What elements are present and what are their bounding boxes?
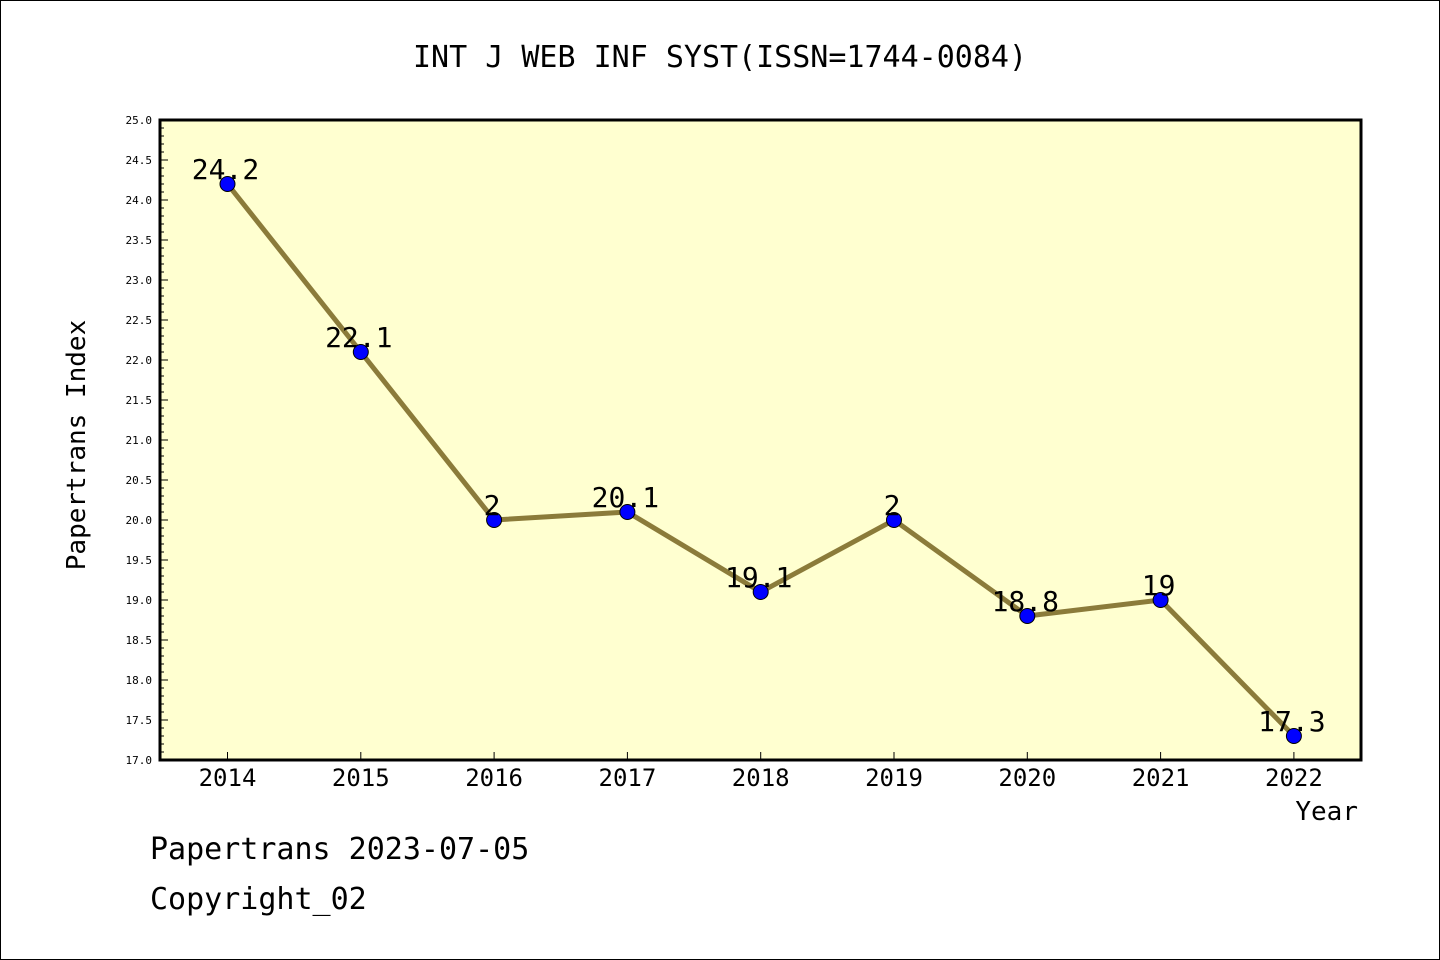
y-tick-label: 23.5 — [126, 234, 153, 247]
data-label: 2 — [884, 489, 901, 522]
data-point — [219, 176, 236, 192]
y-tick-label: 19.0 — [126, 594, 153, 607]
x-tick-label: 2018 — [732, 764, 790, 792]
data-point — [752, 584, 769, 600]
x-axis-label: Year — [1295, 797, 1358, 827]
x-tick-label: 2014 — [199, 764, 257, 792]
data-label: 20.1 — [592, 481, 659, 514]
footer-copyright: Copyright_02 — [150, 882, 367, 917]
y-tick-label: 25.0 — [126, 114, 153, 127]
data-label: 22.1 — [325, 321, 392, 354]
footer-date: Papertrans 2023-07-05 — [150, 832, 530, 867]
data-label: 24.2 — [192, 153, 259, 186]
y-tick-label: 20.5 — [126, 474, 153, 487]
x-tick-label: 2021 — [1132, 764, 1190, 792]
data-label: 18.8 — [992, 585, 1059, 618]
data-label: 2 — [484, 489, 501, 522]
y-tick-label: 19.5 — [126, 554, 153, 567]
y-tick-label: 22.0 — [126, 354, 153, 367]
data-point — [619, 504, 636, 520]
y-tick-label: 18.5 — [126, 634, 153, 647]
y-tick-label: 17.5 — [126, 714, 153, 727]
y-axis-label: Papertrans Index — [62, 320, 92, 570]
plot-border — [158, 118, 1363, 762]
y-tick-label: 17.0 — [126, 754, 153, 767]
plot-area — [160, 120, 1361, 760]
y-tick-label: 24.5 — [126, 154, 153, 167]
data-label: 19 — [1142, 569, 1176, 602]
x-tick-label: 2019 — [865, 764, 923, 792]
x-tick-label: 2016 — [465, 764, 523, 792]
x-tick-label: 2015 — [332, 764, 390, 792]
y-tick-label: 18.0 — [126, 674, 153, 687]
x-tick-label: 2017 — [599, 764, 657, 792]
data-point — [352, 344, 369, 360]
data-label: 19.1 — [725, 561, 792, 594]
y-tick-label: 20.0 — [126, 514, 153, 527]
y-tick-label: 24.0 — [126, 194, 153, 207]
y-tick-label: 21.0 — [126, 434, 153, 447]
series-line-group: 24.2 22.1 2 20.1 19.1 2 18.8 19 17.3 — [192, 153, 1326, 744]
y-tick-label: 21.5 — [126, 394, 153, 407]
y-tick-label: 22.5 — [126, 314, 153, 327]
data-point — [486, 512, 503, 528]
data-point — [886, 512, 902, 528]
data-point — [1152, 592, 1169, 608]
y-tick-label: 23.0 — [126, 274, 153, 287]
chart-title: INT J WEB INF SYST(ISSN=1744-0084) — [413, 40, 1027, 75]
data-point — [1019, 608, 1036, 624]
data-point — [1285, 728, 1302, 744]
data-label: 17.3 — [1258, 705, 1325, 738]
x-tick-label: 2022 — [1265, 764, 1323, 792]
x-tick-label: 2020 — [998, 764, 1056, 792]
y-axis: 17.0 17.5 18.0 18.5 19.0 19.5 20.0 20.5 21.0 21.5… — [126, 114, 168, 767]
